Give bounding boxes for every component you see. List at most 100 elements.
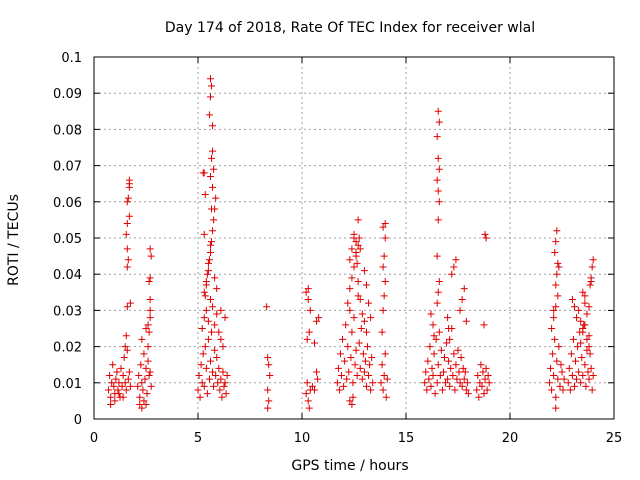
data-point <box>213 285 221 293</box>
data-point <box>551 335 559 343</box>
data-point <box>369 379 377 387</box>
data-point <box>355 234 363 242</box>
data-point <box>354 241 362 249</box>
data-point <box>221 314 229 322</box>
data-point <box>553 227 561 235</box>
data-point <box>146 314 154 322</box>
data-point <box>110 382 118 390</box>
data-point <box>478 382 486 390</box>
data-point <box>209 122 217 130</box>
data-point <box>206 241 214 249</box>
data-point <box>552 281 560 289</box>
y-tick-label: 0.05 <box>53 232 82 247</box>
data-point <box>202 364 210 372</box>
data-point <box>211 321 219 329</box>
data-point <box>460 285 468 293</box>
data-point <box>124 256 132 264</box>
data-point <box>379 263 387 271</box>
axis-ticks <box>93 56 615 420</box>
data-point <box>443 339 451 347</box>
data-point <box>140 350 148 358</box>
data-point <box>570 382 578 390</box>
data-point <box>462 317 470 325</box>
data-point <box>199 169 207 177</box>
data-point <box>147 252 155 260</box>
data-point <box>579 288 587 296</box>
data-point <box>216 386 224 394</box>
data-point <box>117 364 125 372</box>
data-point <box>550 372 558 380</box>
data-point <box>458 296 466 304</box>
data-point <box>581 292 589 300</box>
data-point <box>209 227 217 235</box>
data-point <box>554 292 562 300</box>
data-point <box>435 277 443 285</box>
data-point <box>552 238 560 246</box>
data-point <box>485 379 493 387</box>
data-point <box>204 267 212 275</box>
data-point <box>303 379 311 387</box>
data-point <box>367 314 375 322</box>
data-point <box>346 306 354 314</box>
data-point <box>122 332 130 340</box>
data-point <box>573 314 581 322</box>
data-point <box>209 303 217 311</box>
data-point <box>221 379 229 387</box>
data-point <box>145 372 153 380</box>
data-point <box>437 346 445 354</box>
x-tick-label: 25 <box>606 431 623 446</box>
data-point <box>546 379 554 387</box>
data-point <box>454 346 462 354</box>
data-point <box>344 299 352 307</box>
data-point <box>352 346 360 354</box>
data-point <box>551 248 559 256</box>
data-point <box>434 154 442 162</box>
data-point <box>346 285 354 293</box>
data-point <box>349 379 357 387</box>
data-point <box>206 75 214 83</box>
data-point <box>584 368 592 376</box>
data-point <box>421 379 429 387</box>
data-point <box>304 296 312 304</box>
data-point <box>381 234 389 242</box>
data-point <box>575 368 583 376</box>
data-point <box>265 397 273 405</box>
data-point <box>146 245 154 253</box>
data-point <box>219 343 227 351</box>
data-point <box>343 375 351 383</box>
data-point <box>360 267 368 275</box>
data-point <box>210 382 218 390</box>
data-point <box>203 270 211 278</box>
data-point <box>342 321 350 329</box>
data-point <box>141 375 149 383</box>
data-point <box>480 321 488 329</box>
data-point <box>555 343 563 351</box>
data-point <box>355 339 363 347</box>
data-point <box>449 372 457 380</box>
data-point <box>434 361 442 369</box>
data-point <box>482 364 490 372</box>
data-point <box>481 375 489 383</box>
data-point <box>118 382 126 390</box>
data-point <box>445 325 453 332</box>
data-point <box>217 335 225 343</box>
data-point <box>367 386 375 394</box>
data-point <box>429 321 437 329</box>
data-point <box>452 256 460 264</box>
data-point <box>461 368 469 376</box>
data-point <box>313 317 321 325</box>
data-point <box>575 306 583 314</box>
data-point <box>338 372 346 380</box>
data-point <box>306 306 314 314</box>
data-point <box>143 390 151 398</box>
data-point <box>555 263 563 271</box>
x-tick-label: 0 <box>90 431 98 446</box>
data-point <box>550 314 558 322</box>
data-point <box>381 277 389 285</box>
data-point <box>145 277 153 285</box>
data-point <box>142 364 150 372</box>
data-point <box>305 328 313 336</box>
y-tick-label: 0.07 <box>53 160 82 175</box>
data-point <box>428 364 436 372</box>
data-point <box>427 382 435 390</box>
